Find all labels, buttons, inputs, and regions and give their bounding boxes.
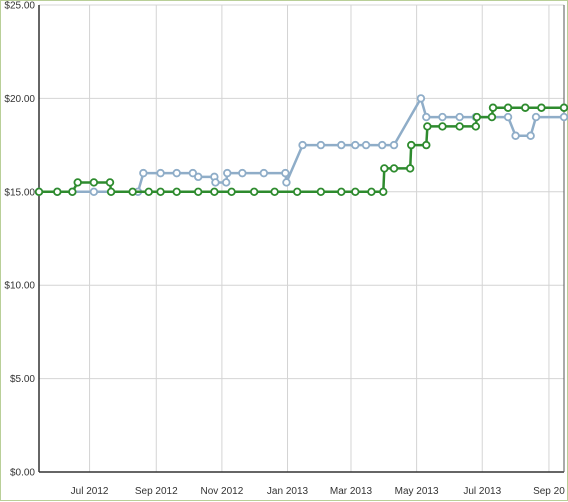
data-point — [526, 131, 535, 140]
data-point — [405, 164, 415, 173]
data-point — [282, 178, 291, 187]
data-point — [144, 187, 153, 196]
data-point — [423, 122, 432, 131]
data-point — [172, 187, 181, 196]
grid — [39, 4, 564, 473]
data-point — [89, 187, 99, 196]
data-point — [316, 140, 326, 150]
data-point — [361, 140, 371, 150]
data-point — [351, 140, 360, 150]
series-layer — [34, 94, 568, 196]
data-point — [472, 112, 482, 122]
x-tick-label: Jan 2013 — [267, 486, 309, 497]
x-tick-label: May 2013 — [395, 486, 439, 497]
data-point — [316, 187, 326, 196]
y-tick-label: $20.00 — [4, 94, 35, 105]
data-point — [531, 112, 541, 122]
data-point — [438, 122, 447, 131]
data-point — [210, 187, 219, 196]
data-point — [471, 122, 480, 131]
data-point — [559, 112, 568, 122]
data-point — [487, 112, 497, 122]
data-point — [503, 103, 513, 112]
data-point — [559, 103, 568, 112]
data-point — [128, 187, 137, 196]
data-point — [259, 168, 269, 178]
data-point — [422, 140, 431, 150]
data-point — [455, 122, 464, 131]
data-point — [221, 178, 231, 187]
data-point — [227, 187, 236, 196]
tick-labels: $0.00 $5.00 $10.00 $15.00 $20.00 $25.00 Jul 20… — [4, 1, 565, 497]
data-point — [422, 112, 431, 122]
data-point — [89, 178, 99, 187]
data-point — [139, 168, 148, 178]
data-point — [389, 164, 399, 173]
data-point — [172, 168, 181, 178]
data-point — [194, 172, 203, 182]
data-point — [367, 187, 376, 196]
x-tick-label: Jul 2013 — [463, 486, 501, 497]
data-point — [249, 187, 259, 196]
data-point — [188, 168, 198, 178]
data-point — [337, 140, 346, 150]
data-point — [416, 94, 426, 103]
data-point — [537, 103, 546, 112]
data-point — [389, 140, 399, 150]
data-point — [298, 140, 307, 150]
data-point — [379, 187, 388, 196]
data-point — [73, 178, 82, 187]
series-1 — [34, 94, 568, 196]
data-point — [156, 187, 165, 196]
data-point — [292, 187, 302, 196]
y-tick-label: $0.00 — [10, 468, 35, 479]
data-point — [511, 131, 520, 140]
axes — [38, 5, 565, 473]
x-tick-label: Jul 2012 — [71, 486, 109, 497]
data-point — [34, 187, 44, 196]
x-tick-label: Sep 2012 — [135, 486, 178, 497]
data-point — [455, 112, 464, 122]
data-point — [238, 168, 247, 178]
data-point — [351, 187, 360, 196]
data-point — [407, 140, 416, 150]
data-point — [156, 168, 165, 178]
data-point — [521, 103, 530, 112]
data-point — [337, 187, 346, 196]
data-point — [194, 187, 203, 196]
data-point — [380, 164, 389, 173]
y-tick-label: $25.00 — [4, 1, 35, 12]
data-point — [68, 187, 77, 196]
data-point — [211, 178, 220, 187]
data-point — [106, 187, 116, 196]
data-point — [438, 112, 447, 122]
data-point — [488, 103, 498, 112]
data-point — [377, 140, 387, 150]
data-point — [223, 168, 232, 178]
x-tick-label: Mar 2013 — [330, 486, 373, 497]
data-point — [105, 178, 115, 187]
data-point — [503, 112, 513, 122]
x-tick-label: Sep 20 — [533, 486, 565, 497]
y-tick-label: $5.00 — [10, 374, 35, 385]
data-point — [53, 187, 62, 196]
y-tick-label: $15.00 — [4, 187, 35, 198]
series-2 — [34, 103, 568, 196]
data-point — [270, 187, 279, 196]
y-tick-label: $10.00 — [4, 281, 35, 292]
x-tick-label: Nov 2012 — [200, 486, 243, 497]
data-point — [281, 168, 290, 178]
